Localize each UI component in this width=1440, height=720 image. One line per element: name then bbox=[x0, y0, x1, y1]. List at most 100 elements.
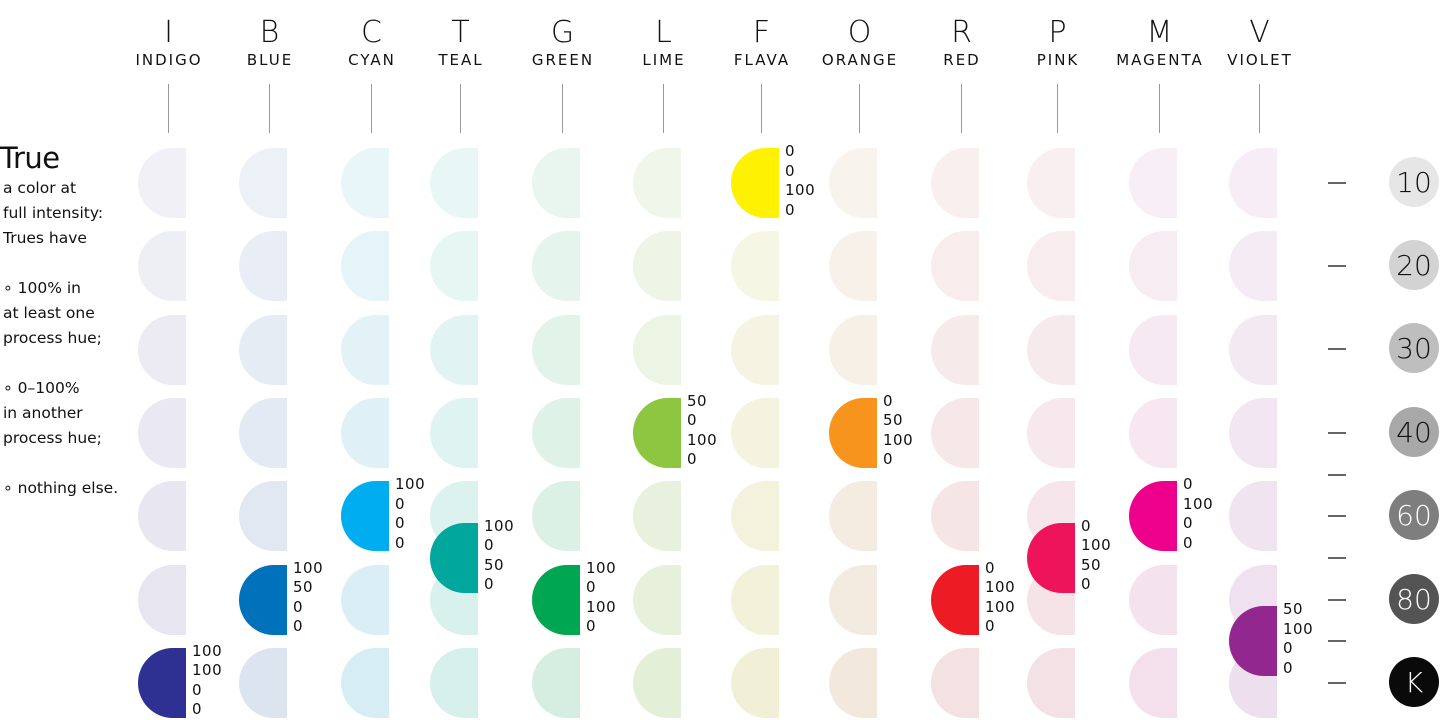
tint-swatch bbox=[931, 647, 979, 718]
hue-name: GREEN bbox=[531, 51, 595, 69]
tint-swatch bbox=[1229, 231, 1277, 302]
hue-divider-line bbox=[1159, 84, 1160, 133]
cmyk-value: 50 bbox=[484, 555, 505, 574]
tint-swatch bbox=[829, 314, 877, 385]
tint-swatch bbox=[239, 647, 287, 718]
hue-header-flava: F FLAVA bbox=[707, 16, 817, 70]
tint-swatch bbox=[430, 397, 478, 468]
tint-swatch bbox=[633, 481, 681, 552]
shade-circle-40: 40 bbox=[1389, 407, 1439, 457]
cmyk-value: 100 bbox=[1283, 619, 1314, 638]
cmyk-value: 0 bbox=[1183, 475, 1194, 494]
hue-header-orange: O ORANGE bbox=[805, 16, 915, 70]
tint-swatch bbox=[138, 231, 186, 302]
tint-swatch bbox=[239, 314, 287, 385]
tint-swatch bbox=[633, 314, 681, 385]
cmyk-value: 0 bbox=[1081, 516, 1092, 535]
tint-swatch bbox=[931, 481, 979, 552]
cmyk-value: 0 bbox=[293, 617, 304, 635]
cmyk-value: 0 bbox=[1283, 658, 1294, 677]
tint-swatch bbox=[532, 231, 580, 302]
cmyk-value: 0 bbox=[1283, 639, 1294, 658]
cmyk-value: 100 bbox=[785, 181, 816, 199]
legend-title: True bbox=[0, 141, 60, 175]
tint-swatch bbox=[532, 314, 580, 385]
tint-swatch bbox=[829, 564, 877, 635]
cmyk-value: 0 bbox=[484, 536, 495, 555]
cmyk-value: 0 bbox=[687, 450, 698, 469]
hue-name: PINK bbox=[1036, 51, 1080, 69]
tint-swatch bbox=[731, 314, 779, 385]
cmyk-values-orange: 0 50 100 0 bbox=[883, 392, 913, 470]
tint-swatch bbox=[1129, 647, 1177, 718]
shade-circle-20: 20 bbox=[1389, 240, 1439, 290]
shade-circle-k: K bbox=[1389, 657, 1439, 707]
tint-swatch bbox=[1027, 397, 1075, 468]
cmyk-value: 0 bbox=[192, 700, 203, 719]
scale-tick bbox=[1328, 265, 1346, 267]
tint-swatch bbox=[731, 647, 779, 718]
cmyk-values-lime: 50 0 100 0 bbox=[687, 392, 717, 470]
hue-header-pink: P PINK bbox=[1003, 16, 1113, 70]
true-swatch-lime bbox=[633, 397, 681, 468]
hue-name: LIME bbox=[642, 51, 686, 69]
tint-swatch bbox=[430, 231, 478, 302]
true-swatch-indigo bbox=[138, 647, 186, 718]
cmyk-value: 0 bbox=[395, 494, 406, 513]
tint-swatch bbox=[532, 647, 580, 718]
cmyk-value: 0 bbox=[985, 558, 996, 577]
true-swatch-teal bbox=[430, 522, 478, 593]
hue-letter: B bbox=[259, 15, 281, 50]
tint-swatch bbox=[1129, 564, 1177, 635]
tint-swatch bbox=[731, 564, 779, 635]
cmyk-value: 100 bbox=[395, 475, 426, 494]
hue-header-blue: B BLUE bbox=[215, 16, 325, 70]
tint-swatch bbox=[1129, 314, 1177, 385]
legend-text: ∘ nothing else. bbox=[3, 479, 119, 497]
cmyk-value: 50 bbox=[883, 411, 904, 430]
true-swatch-flava bbox=[731, 148, 779, 218]
tint-swatch bbox=[341, 647, 389, 718]
cmyk-values-teal: 100 0 50 0 bbox=[484, 517, 514, 595]
tint-swatch bbox=[829, 481, 877, 552]
cmyk-value: 0 bbox=[785, 142, 796, 160]
tint-swatch bbox=[1027, 647, 1075, 718]
scale-tick bbox=[1328, 182, 1346, 184]
tint-swatch bbox=[239, 397, 287, 468]
cmyk-value: 100 bbox=[687, 430, 718, 449]
cmyk-value: 0 bbox=[586, 617, 597, 635]
tint-swatch bbox=[341, 397, 389, 468]
cmyk-value: 0 bbox=[883, 391, 894, 410]
hue-header-cyan: C CYAN bbox=[317, 16, 427, 70]
hue-header-magenta: M MAGENTA bbox=[1105, 16, 1215, 70]
tint-swatch bbox=[931, 314, 979, 385]
tint-swatch bbox=[1027, 231, 1075, 302]
hue-letter: P bbox=[1048, 15, 1068, 50]
cmyk-value: 0 bbox=[293, 597, 304, 616]
tint-swatch bbox=[138, 314, 186, 385]
cmyk-values-violet: 50 100 0 0 bbox=[1283, 600, 1313, 678]
scale-tick bbox=[1328, 640, 1346, 642]
tint-swatch bbox=[931, 148, 979, 218]
scale-tick bbox=[1328, 474, 1346, 476]
hue-letter: T bbox=[451, 15, 471, 50]
shade-circle-30: 30 bbox=[1389, 323, 1439, 373]
cmyk-values-red: 0 100 100 0 bbox=[985, 559, 1015, 637]
tint-swatch bbox=[1229, 148, 1277, 218]
tint-swatch bbox=[829, 148, 877, 218]
tint-swatch bbox=[829, 647, 877, 718]
true-swatch-red bbox=[931, 564, 979, 635]
cmyk-value: 100 bbox=[192, 641, 223, 660]
legend-text: ∘ 100% in at least one process hue; bbox=[3, 279, 102, 347]
tint-swatch bbox=[731, 231, 779, 302]
hue-letter: L bbox=[655, 15, 673, 50]
hue-name: VIOLET bbox=[1227, 51, 1293, 69]
hue-divider-line bbox=[168, 84, 169, 133]
tint-swatch bbox=[138, 481, 186, 552]
cmyk-value: 0 bbox=[1183, 533, 1194, 552]
cmyk-value: 0 bbox=[785, 161, 796, 180]
tint-swatch bbox=[731, 397, 779, 468]
tint-swatch bbox=[430, 314, 478, 385]
hue-header-indigo: I INDIGO bbox=[114, 16, 224, 70]
tint-swatch bbox=[633, 148, 681, 218]
